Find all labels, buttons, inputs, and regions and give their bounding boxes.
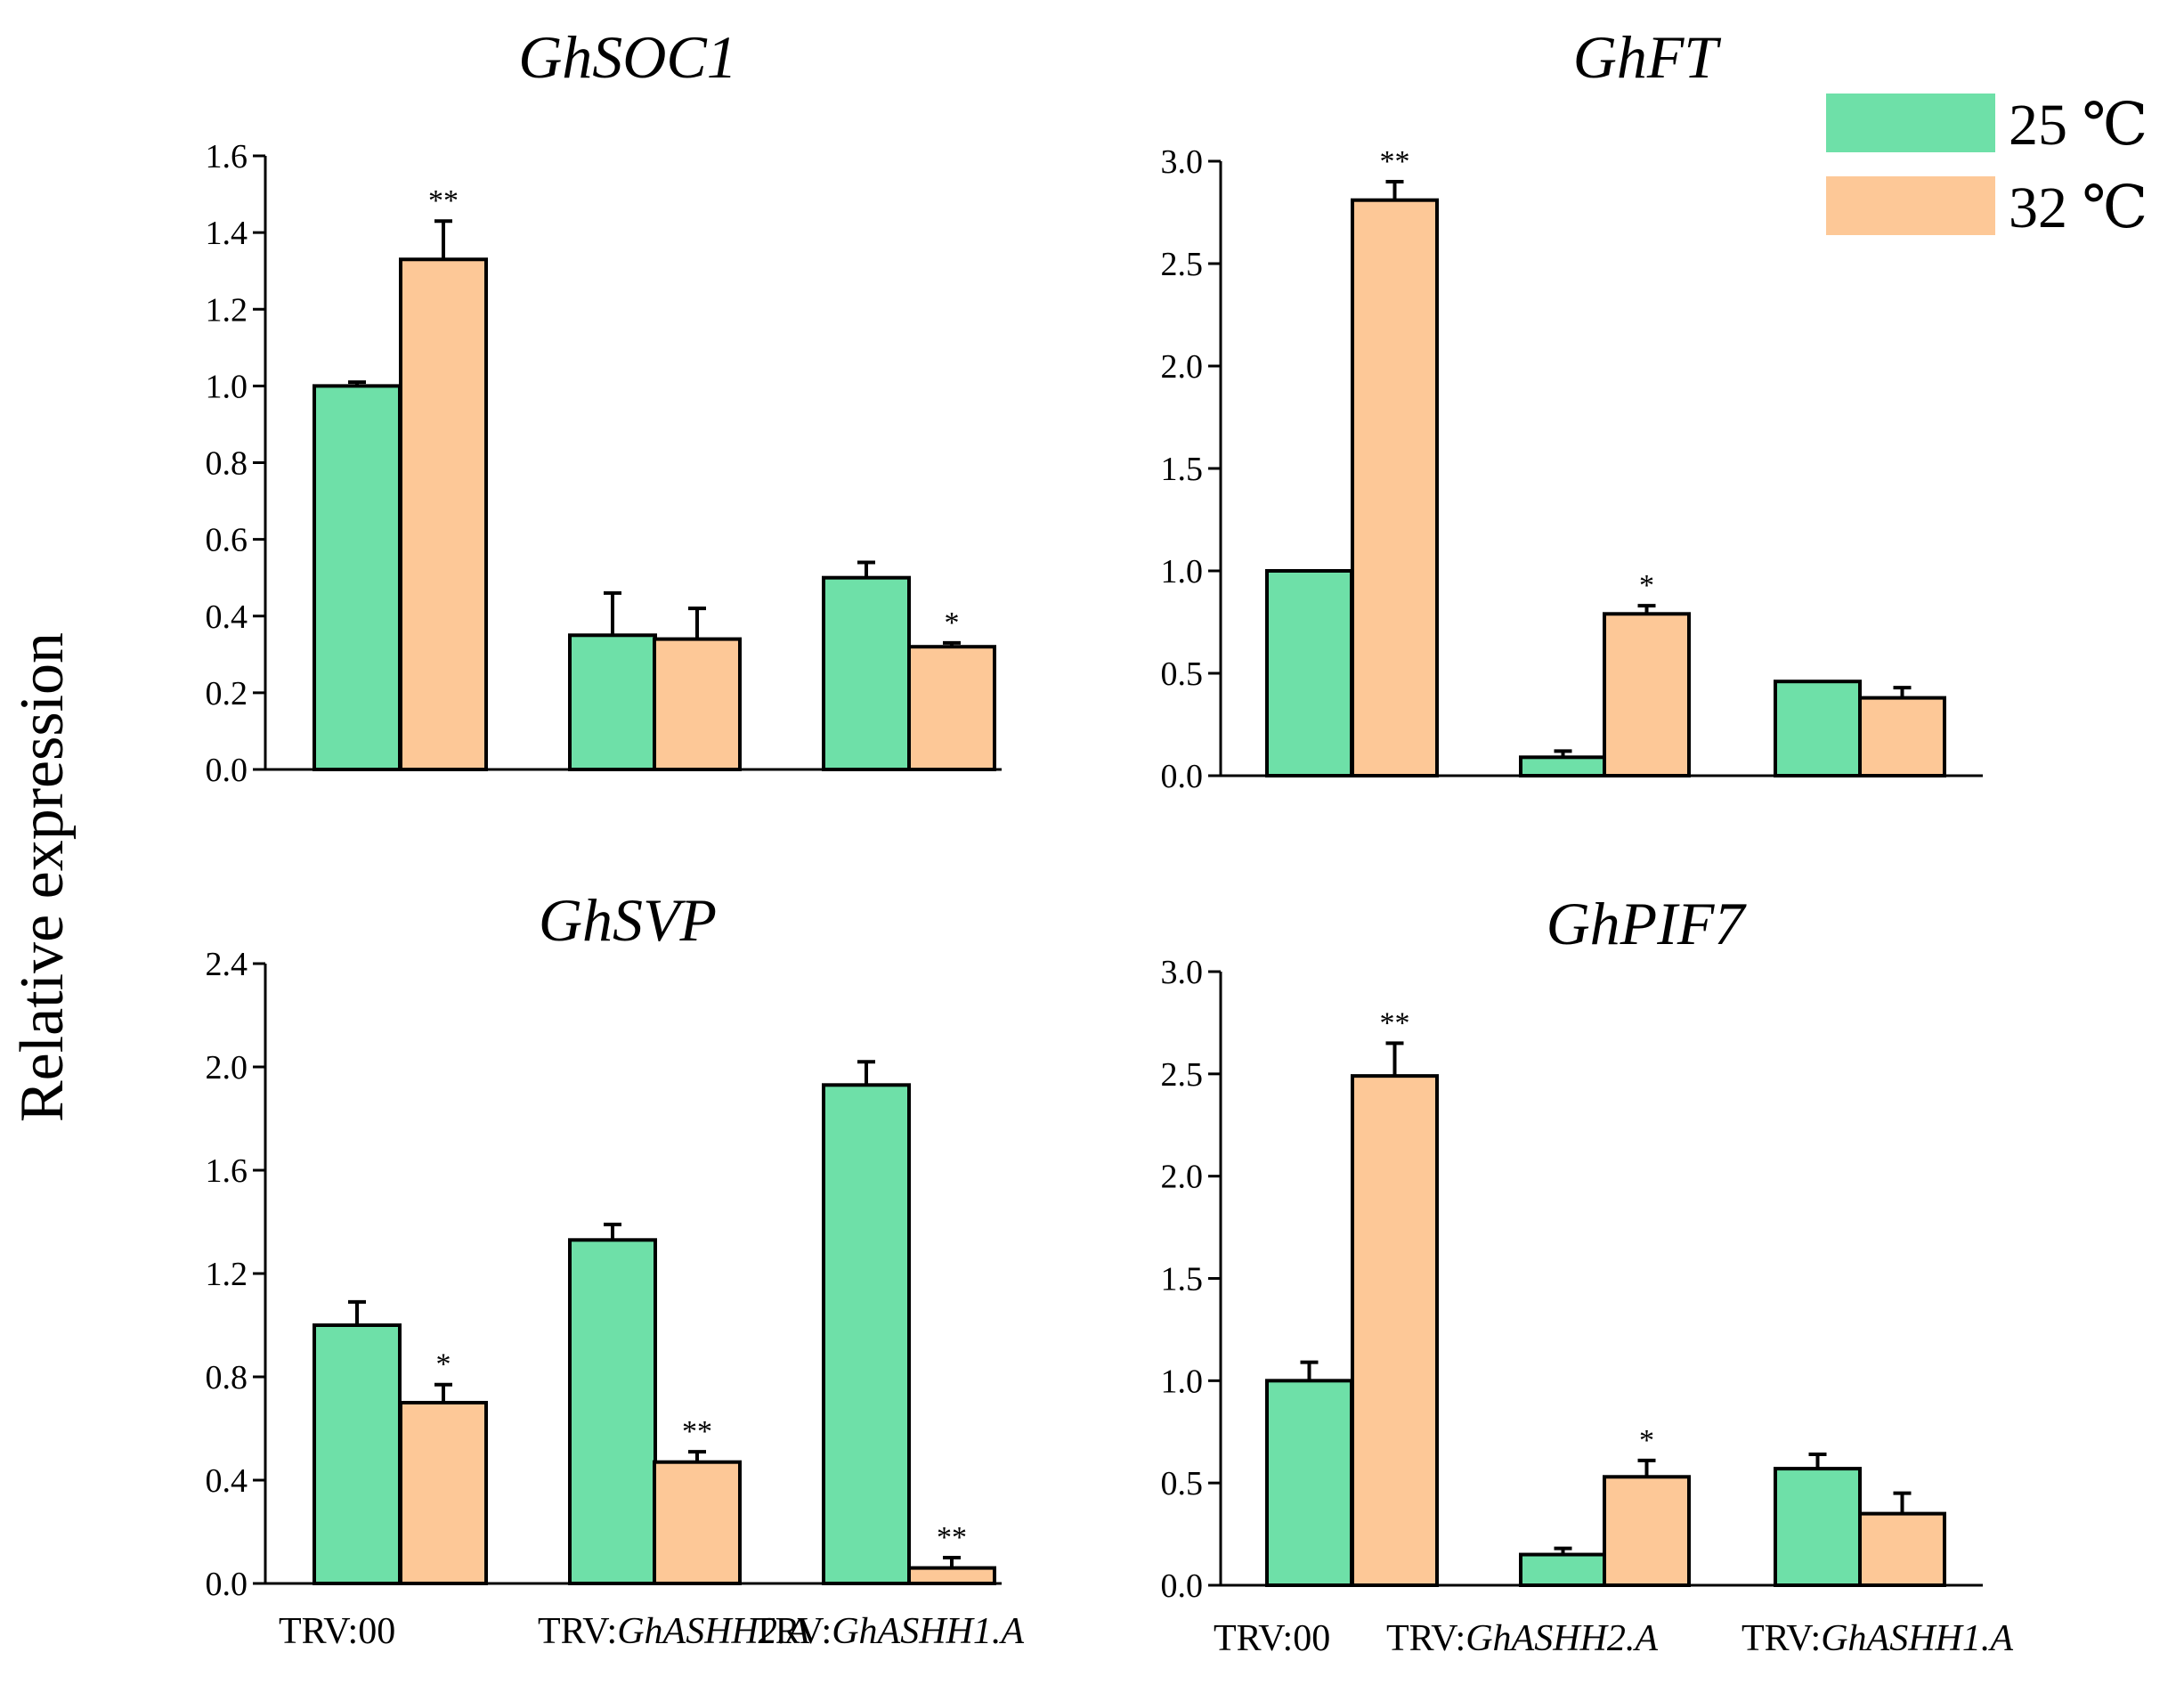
- bar: [822, 1083, 911, 1586]
- y-tick-label: 1.2: [206, 1256, 248, 1293]
- bar: [1519, 1552, 1607, 1588]
- bar: [313, 1323, 402, 1585]
- panel-title: GhPIF7: [1547, 890, 1748, 957]
- y-tick-label: 3.0: [1161, 954, 1204, 991]
- bar: [653, 637, 742, 772]
- y-axis-label: Relative expression: [8, 632, 77, 1122]
- y-tick-label: 1.2: [206, 291, 248, 329]
- significance-mark: **: [937, 1521, 967, 1554]
- y-tick-label: 0.0: [206, 752, 248, 789]
- panel-title: GhSVP: [539, 886, 717, 954]
- y-tick-label: 0.8: [206, 1359, 248, 1396]
- y-tick-label: 0.4: [206, 598, 248, 636]
- x-category-label: TRV:00: [1214, 1618, 1330, 1659]
- category-prefix: TRV:: [1742, 1618, 1821, 1659]
- y-tick-label: 1.5: [1161, 1261, 1204, 1298]
- bar: [653, 1460, 742, 1585]
- y-tick-label: 1.0: [1161, 553, 1204, 590]
- y-tick-label: 2.0: [1161, 1159, 1204, 1196]
- category-gene: GhASHH2.A: [1465, 1618, 1658, 1659]
- x-category-label: TRV:GhASHH1.A: [1742, 1618, 2013, 1659]
- y-tick-label: 0.0: [1161, 758, 1204, 795]
- significance-mark: *: [1639, 569, 1654, 602]
- y-tick-label: 2.5: [1161, 1056, 1204, 1094]
- significance-mark: *: [1639, 1424, 1654, 1457]
- category-gene: GhASHH1.A: [1821, 1618, 2013, 1659]
- bar: [1603, 612, 1691, 777]
- y-tick-label: 0.5: [1161, 1465, 1204, 1502]
- y-tick-label: 3.0: [1161, 143, 1204, 181]
- category-prefix: TRV:: [1386, 1618, 1465, 1659]
- bar: [822, 575, 911, 771]
- legend: 25 ℃ 32 ℃: [1826, 93, 2147, 240]
- legend-swatch-25c: [1826, 94, 1995, 152]
- significance-mark: **: [682, 1415, 712, 1448]
- bar: [1519, 755, 1607, 777]
- category-gene: GhASHH2.A: [617, 1611, 809, 1652]
- bar: [1858, 1511, 1946, 1588]
- y-tick-label: 0.2: [206, 675, 248, 712]
- y-tick-label: 0.0: [206, 1566, 248, 1603]
- y-tick-label: 0.5: [1161, 655, 1204, 693]
- significance-mark: *: [945, 606, 960, 639]
- bar: [1603, 1475, 1691, 1587]
- x-category-label: TRV:00: [279, 1611, 395, 1652]
- y-tick-label: 0.0: [1161, 1567, 1204, 1605]
- y-tick-label: 1.6: [206, 138, 248, 175]
- category-prefix: TRV:00: [279, 1611, 395, 1652]
- category-gene: GhASHH1.A: [832, 1611, 1024, 1652]
- x-category-label: TRV:GhASHH2.A: [538, 1611, 809, 1652]
- bar: [1265, 1379, 1353, 1588]
- category-prefix: TRV:: [752, 1611, 832, 1652]
- category-prefix: TRV:00: [1214, 1618, 1330, 1659]
- y-tick-label: 1.6: [206, 1152, 248, 1190]
- bar: [399, 257, 488, 771]
- bar: [907, 1566, 996, 1585]
- significance-mark: **: [1380, 145, 1410, 178]
- x-category-label: TRV:GhASHH1.A: [752, 1611, 1024, 1652]
- x-category-label: TRV:GhASHH2.A: [1386, 1618, 1658, 1659]
- y-tick-label: 2.4: [206, 946, 248, 983]
- bar: [1774, 1467, 1862, 1587]
- significance-mark: *: [436, 1348, 451, 1381]
- bar: [1351, 198, 1439, 777]
- bar: [1351, 1074, 1439, 1587]
- bar: [1858, 696, 1946, 777]
- legend-swatch-32c: [1826, 176, 1995, 235]
- y-tick-label: 1.5: [1161, 451, 1204, 488]
- y-tick-label: 0.6: [206, 522, 248, 559]
- y-tick-label: 1.0: [206, 368, 248, 405]
- legend-label-25c: 25 ℃: [2009, 93, 2147, 158]
- y-tick-label: 0.8: [206, 445, 248, 483]
- bar: [907, 645, 996, 772]
- significance-mark: **: [428, 184, 459, 217]
- y-tick-label: 0.4: [206, 1462, 248, 1500]
- bar: [1265, 569, 1353, 777]
- y-tick-label: 2.5: [1161, 246, 1204, 283]
- y-tick-label: 2.0: [1161, 348, 1204, 386]
- y-tick-label: 1.4: [206, 215, 248, 252]
- y-tick-label: 2.0: [206, 1049, 248, 1087]
- significance-mark: **: [1380, 1006, 1410, 1039]
- bar: [313, 384, 402, 771]
- y-tick-label: 1.0: [1161, 1363, 1204, 1400]
- legend-label-32c: 32 ℃: [2009, 175, 2147, 240]
- bar: [399, 1401, 488, 1585]
- bar: [568, 1238, 657, 1586]
- bar: [1774, 680, 1862, 778]
- bar: [568, 633, 657, 771]
- category-prefix: TRV:: [538, 1611, 617, 1652]
- panel-title: GhSOC1: [518, 23, 737, 91]
- panel-title: GhFT: [1573, 23, 1722, 91]
